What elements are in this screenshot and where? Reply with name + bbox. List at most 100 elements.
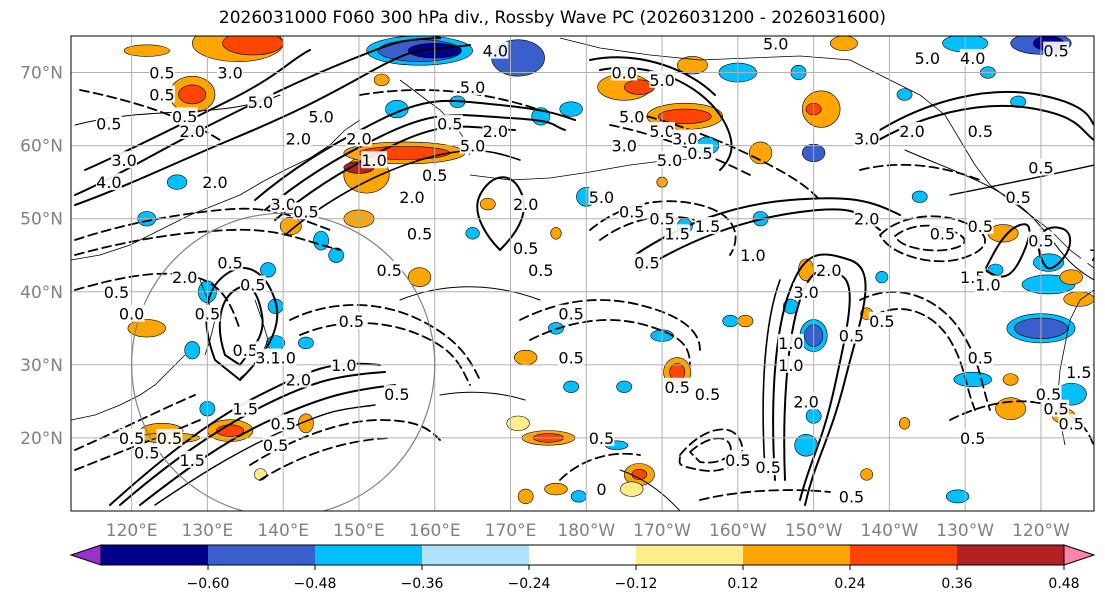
- coastline-china: [71, 354, 186, 421]
- colorbar-segment: [636, 545, 744, 565]
- contour-label-bg: [171, 107, 198, 125]
- contour-label: 2.0: [202, 173, 227, 192]
- contour-label-bg: [611, 63, 638, 81]
- contour-label-bg: [376, 260, 403, 278]
- lon-tick-label: 160°W: [709, 521, 767, 541]
- colorbar-tick-label: −0.48: [294, 576, 337, 592]
- contour-label-bg: [686, 143, 713, 161]
- contour-label-bg: [853, 129, 880, 147]
- contour-label: 0.5: [217, 254, 242, 273]
- contour-positive: [762, 279, 781, 471]
- contour-label-bg: [793, 392, 820, 410]
- contour-label-bg: [959, 428, 986, 446]
- contour-negative: [879, 215, 986, 263]
- contour-label: 0.5: [1028, 159, 1053, 178]
- longitude-labels: 120°E 130°E 140°E 150°E 160°E 170°E 180°W 170°W…: [106, 521, 1070, 541]
- contour-label: 0.5: [960, 429, 985, 448]
- contour-negative: [894, 224, 966, 252]
- contour-label: 0.5: [558, 305, 583, 324]
- contour-positive: [264, 114, 566, 211]
- contour-label-bg: [118, 304, 145, 322]
- contour-negative: [259, 437, 391, 481]
- contour-label-bg: [406, 224, 433, 242]
- contour-label: 0.5: [968, 349, 993, 368]
- contour-label: 0.5: [377, 261, 402, 280]
- contour-label-bg: [611, 136, 638, 154]
- colorbar-extend-low: [69, 544, 102, 566]
- contour-positive: [74, 44, 471, 206]
- contour-label: 5.0: [763, 34, 788, 53]
- divergence-patch: [544, 482, 568, 496]
- contour-label-bg: [179, 122, 206, 139]
- colorbar: −0.60 −0.48 −0.36 −0.24 −0.12 0.12 0.24 0.36 0.4…: [69, 544, 1096, 592]
- lat-tick-label: 30°N: [20, 356, 63, 376]
- map-frame: [70, 35, 1095, 512]
- divergence-patch: [123, 44, 170, 57]
- divergence-patch: [1059, 269, 1083, 285]
- contour-label: 0.5: [407, 224, 432, 243]
- contour-label: 0: [596, 480, 606, 499]
- contour-positive: [274, 125, 516, 221]
- contour-label: 0.5: [1059, 414, 1084, 433]
- contour-label-bg: [171, 268, 198, 286]
- lat-tick-label: 40°N: [20, 283, 63, 303]
- contour-label: 4.0: [960, 49, 985, 68]
- contour-label-bg: [967, 217, 994, 234]
- contour-negative: [949, 400, 1094, 446]
- contour-label-bg: [868, 312, 895, 329]
- contour-label-bg: [436, 114, 463, 132]
- contour-label: 0.0: [119, 305, 144, 324]
- contour-positive: [254, 99, 576, 201]
- contour-label-bg: [959, 48, 986, 66]
- contour-negative: [689, 437, 732, 464]
- contour-label-bg: [330, 355, 357, 373]
- contour-label: 1.5: [1066, 363, 1091, 382]
- contour-positive: [599, 66, 733, 171]
- contour-negative: [619, 109, 821, 201]
- contour-label: 3.0: [611, 137, 636, 156]
- divergence-patch: [479, 197, 496, 211]
- contour-label-bg: [724, 450, 751, 468]
- divergence-patch: [945, 489, 970, 504]
- contour-label-bg: [148, 85, 175, 103]
- divergence-patch: [563, 380, 580, 393]
- contour-label-bg: [1065, 363, 1092, 381]
- colorbar-tick-label: −0.12: [615, 576, 658, 592]
- divergence-patch: [676, 56, 708, 75]
- contour-label-bg: [656, 151, 683, 169]
- contour-label: 5.0: [248, 93, 273, 112]
- divergence-patch: [737, 314, 754, 328]
- contour-label-bg: [111, 151, 138, 169]
- contour-label-bg: [179, 450, 206, 468]
- contour-label-bg: [914, 48, 941, 66]
- contour-label: 3.0: [793, 283, 818, 302]
- contour-label-bg: [558, 348, 585, 366]
- contour-label-bg: [671, 129, 698, 147]
- contour-zero: [439, 391, 526, 401]
- contour-label-bg: [588, 428, 615, 446]
- contour-label-bg: [285, 370, 312, 388]
- divergence-patch: [953, 371, 992, 388]
- divergence-patch: [298, 336, 314, 350]
- map-title: 2026031000 F060 300 hPa div., Rossby Wav…: [218, 8, 887, 28]
- contour-label-bg: [217, 253, 244, 271]
- contour-label: 5.0: [460, 78, 485, 97]
- latitude-labels: 20°N 30°N 40°N 50°N 60°N 70°N: [20, 64, 63, 449]
- contour-label: 0.5: [619, 202, 644, 221]
- contour-positive: [949, 164, 1094, 196]
- contour-label-bg: [270, 414, 297, 432]
- contour-negative: [74, 394, 196, 451]
- divergence-patch: [166, 174, 188, 190]
- contour-label: 1.0: [270, 349, 295, 368]
- divergence-patch: [620, 481, 644, 497]
- contour-label: 1.0: [975, 275, 1000, 294]
- contour-label: 0.5: [1043, 42, 1068, 61]
- contour-label-bg: [694, 385, 721, 403]
- contour-zero: [619, 469, 681, 511]
- contour-label-bg: [777, 333, 804, 351]
- contour-label: 0.5: [339, 312, 364, 331]
- contour-label: 0.5: [119, 429, 144, 448]
- contour-label: 0.5: [725, 451, 750, 470]
- contour-positive: [476, 176, 525, 251]
- contour-label-bg: [899, 122, 926, 139]
